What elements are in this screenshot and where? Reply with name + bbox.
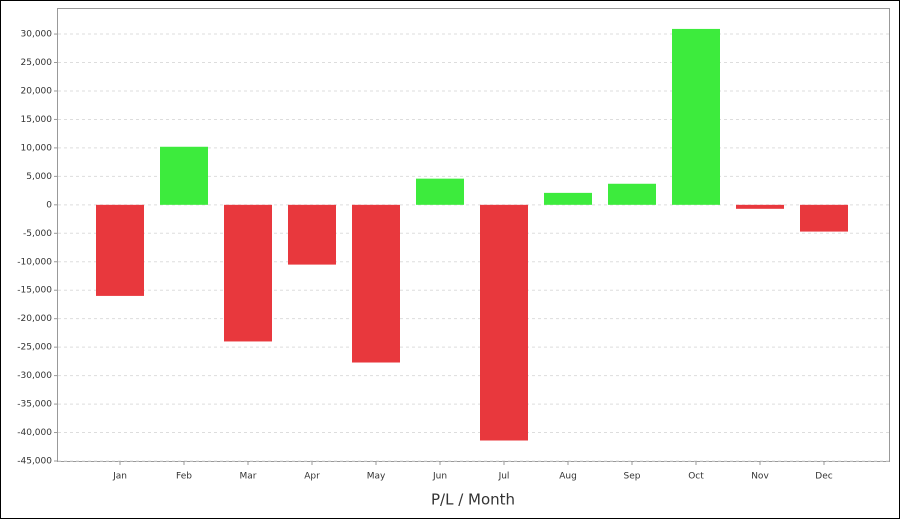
x-tick-label: Dec <box>815 472 832 482</box>
y-tick-label: 15,000 <box>21 115 53 125</box>
y-tick-label: -20,000 <box>17 314 52 324</box>
x-tick-label: Sep <box>624 472 641 482</box>
x-tick-label: Jan <box>112 472 127 482</box>
y-tick-label: 5,000 <box>26 172 52 182</box>
y-tick-label: -40,000 <box>17 428 52 438</box>
bar <box>800 204 848 232</box>
x-tick-label: Oct <box>688 472 704 482</box>
y-tick-label: -45,000 <box>17 457 52 467</box>
x-tick-label: Aug <box>559 472 577 482</box>
y-tick-label: 10,000 <box>21 143 53 153</box>
x-tick-label: Feb <box>176 472 192 482</box>
y-tick-label: -30,000 <box>17 371 52 381</box>
plot-area <box>57 8 890 462</box>
bar <box>480 204 528 441</box>
bar <box>608 183 656 205</box>
bar <box>416 178 464 205</box>
x-tick-label: Jun <box>432 472 447 482</box>
x-tick-label: Apr <box>304 472 320 482</box>
bar <box>96 204 144 296</box>
y-tick-label: -10,000 <box>17 257 52 267</box>
bar <box>224 204 272 342</box>
bar <box>160 146 208 205</box>
y-tick-label: -15,000 <box>17 286 52 296</box>
x-axis-label: P/L / Month <box>431 491 515 509</box>
y-tick-label: -25,000 <box>17 343 52 353</box>
y-tick-label: 25,000 <box>21 58 53 68</box>
x-tick-label: Nov <box>751 472 769 482</box>
y-tick-label: -35,000 <box>17 400 52 410</box>
x-tick-label: May <box>367 472 386 482</box>
bar <box>288 204 336 265</box>
y-tick-label: 0 <box>46 200 52 210</box>
bar <box>352 204 400 363</box>
bar <box>672 28 720 205</box>
y-tick-label: 20,000 <box>21 86 53 96</box>
x-tick-label: Mar <box>240 472 257 482</box>
y-tick-label: -5,000 <box>23 229 52 239</box>
bar <box>544 192 592 205</box>
y-tick-label: 30,000 <box>21 30 53 40</box>
x-tick-label: Jul <box>498 472 510 482</box>
bar <box>736 204 784 209</box>
